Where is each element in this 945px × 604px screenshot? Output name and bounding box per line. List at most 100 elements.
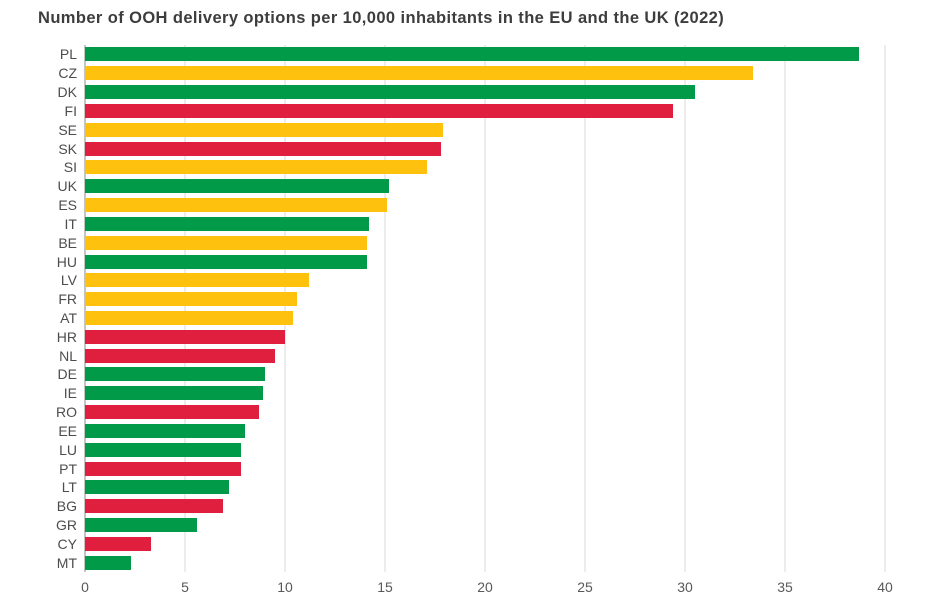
bar-row-LU: LU [0, 440, 885, 459]
bar-track-IT [85, 214, 885, 233]
category-label-BE: BE [58, 234, 77, 251]
bar-track-DK [85, 83, 885, 102]
x-tick-label-35: 35 [777, 579, 793, 595]
bar-FR [85, 292, 297, 307]
gridline-40 [884, 45, 886, 572]
chart-title: Number of OOH delivery options per 10,00… [38, 9, 725, 27]
bar-track-LV [85, 271, 885, 290]
bar-row-DK: DK [0, 83, 885, 102]
bar-track-HR [85, 327, 885, 346]
category-label-RO: RO [56, 404, 77, 421]
bar-EE [85, 423, 245, 438]
category-label-AT: AT [60, 310, 77, 326]
category-label-EE: EE [58, 422, 77, 439]
bar-track-EE [85, 422, 885, 441]
category-label-DE: DE [57, 366, 77, 383]
category-label-LV: LV [60, 272, 77, 289]
bar-row-CZ: CZ [0, 64, 885, 83]
bar-row-NL: NL [0, 346, 885, 365]
bar-row-BG: BG [0, 497, 885, 516]
bar-UK [85, 179, 389, 194]
plot-area: PL CZ DK FI SE SK SI UK ES IT BE HU LV FR AT HR NL DE IE RO… [56, 45, 893, 595]
bar-track-SE [85, 120, 885, 139]
bar-track-GR [85, 516, 885, 535]
gridlines [84, 45, 886, 572]
gridline-15 [384, 45, 386, 572]
category-label-LU: LU [59, 441, 77, 458]
gridline-5 [184, 45, 186, 572]
bar-row-DE: DE [0, 365, 885, 384]
bar-row-FI: FI [0, 101, 885, 120]
bar-ES [85, 198, 387, 213]
bar-AT [85, 311, 293, 325]
category-label-MT: MT [56, 554, 77, 571]
bar-track-SI [85, 158, 885, 177]
category-label-PL: PL [59, 46, 77, 63]
bar-FI [85, 103, 673, 118]
bar-track-SK [85, 139, 885, 158]
bar-LV [85, 273, 309, 288]
bar-track-FR [85, 290, 885, 309]
category-label-CZ: CZ [58, 65, 77, 82]
bar-LT [85, 480, 229, 495]
gridline-30 [684, 45, 686, 572]
bar-GR [85, 518, 197, 533]
gridline-20 [484, 45, 486, 572]
bar-row-SE: SE [0, 120, 885, 139]
bar-row-CY: CY [0, 535, 885, 554]
category-label-ES: ES [58, 197, 77, 214]
bar-BE [85, 235, 367, 250]
gridline-35 [784, 45, 786, 572]
bar-DK [85, 85, 695, 100]
category-label-CY: CY [57, 535, 77, 552]
bar-row-SK: SK [0, 139, 885, 158]
bar-rows: PL CZ DK FI SE SK SI UK ES IT BE HU LV FR AT HR NL DE IE RO… [0, 45, 885, 572]
bar-HU [85, 254, 367, 269]
bar-row-BE: BE [0, 233, 885, 252]
bar-track-BG [85, 497, 885, 516]
bar-row-PL: PL [0, 45, 885, 64]
category-label-IT: IT [64, 215, 77, 232]
category-label-IE: IE [63, 385, 77, 402]
y-axis-line [84, 45, 86, 572]
bar-track-RO [85, 403, 885, 422]
bar-BG [85, 499, 223, 514]
bar-row-LT: LT [0, 478, 885, 497]
x-tick-label-20: 20 [477, 579, 493, 595]
category-label-HR: HR [56, 328, 77, 345]
category-label-FR: FR [58, 291, 77, 308]
bar-HR [85, 329, 285, 344]
category-label-UK: UK [57, 178, 77, 195]
bar-row-IE: IE [0, 384, 885, 403]
bar-row-IT: IT [0, 214, 885, 233]
category-label-SE: SE [58, 121, 77, 138]
bar-track-BE [85, 233, 885, 252]
bar-track-DE [85, 365, 885, 384]
bar-LU [85, 442, 241, 457]
x-tick-label-15: 15 [377, 579, 393, 595]
bar-NL [85, 348, 275, 363]
category-label-GR: GR [56, 517, 77, 534]
bar-row-PT: PT [0, 459, 885, 478]
bar-PT [85, 461, 241, 476]
category-label-BG: BG [56, 498, 77, 515]
bar-row-UK: UK [0, 177, 885, 196]
bar-SE [85, 122, 443, 137]
x-tick-label-10: 10 [277, 579, 293, 595]
category-label-HU: HU [56, 253, 77, 270]
bar-row-GR: GR [0, 516, 885, 535]
bar-row-MT: MT [0, 553, 885, 572]
category-label-SK: SK [58, 140, 77, 157]
bar-row-EE: EE [0, 422, 885, 441]
bar-track-CZ [85, 64, 885, 83]
x-tick-label-5: 5 [181, 579, 189, 595]
bar-row-AT: AT [0, 309, 885, 328]
bar-CZ [85, 66, 753, 81]
category-label-NL: NL [59, 347, 77, 364]
bar-track-AT [85, 309, 885, 328]
category-label-PT: PT [59, 460, 77, 477]
bar-row-LV: LV [0, 271, 885, 290]
bar-track-NL [85, 346, 885, 365]
category-label-LT: LT [61, 479, 77, 496]
